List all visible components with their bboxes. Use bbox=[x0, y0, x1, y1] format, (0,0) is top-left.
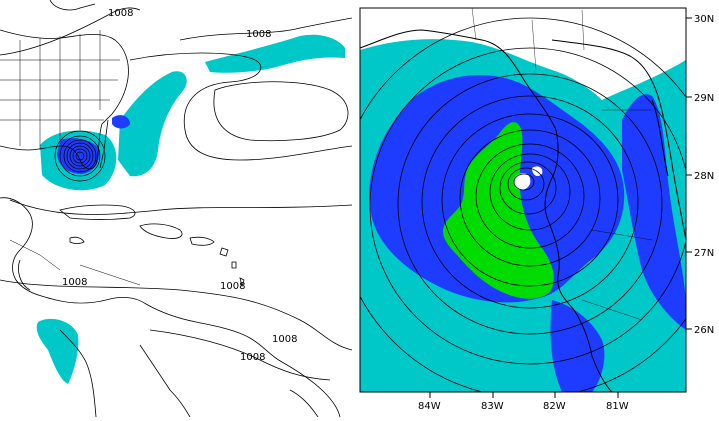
isobar-label: 1008 bbox=[108, 8, 133, 19]
overview-map-panel: 1008 1008 1008 1008 1008 1008 bbox=[0, 0, 353, 418]
lon-label: 84W bbox=[418, 401, 441, 412]
overview-map: 1008 1008 1008 1008 1008 1008 bbox=[0, 0, 353, 418]
zoom-coastline bbox=[360, 29, 686, 392]
overview-coastlines bbox=[0, 0, 341, 418]
lat-label: 26N bbox=[694, 325, 714, 336]
zoom-map-panel: 30N 29N 28N 27N 26N 84W 83W 82W 81W bbox=[352, 0, 719, 417]
isobar-label: 1008 bbox=[246, 29, 271, 40]
zoom-borders bbox=[471, 8, 653, 321]
isobar-label: 1008 bbox=[272, 334, 297, 345]
zoom-map: 30N 29N 28N 27N 26N 84W 83W 82W 81W bbox=[352, 0, 719, 417]
lat-label: 27N bbox=[694, 248, 714, 259]
lon-label: 83W bbox=[481, 401, 504, 412]
lon-axis bbox=[429, 392, 619, 398]
isobar-label: 1008 bbox=[240, 352, 265, 363]
lon-label: 82W bbox=[543, 401, 566, 412]
lat-axis bbox=[686, 17, 692, 330]
lat-label: 30N bbox=[694, 14, 714, 25]
lat-label: 28N bbox=[694, 171, 714, 182]
overview-1008-isobars bbox=[0, 7, 353, 381]
lon-label: 81W bbox=[606, 401, 629, 412]
overview-borders bbox=[0, 30, 141, 286]
overview-isobar-labels: 1008 1008 1008 1008 1008 1008 bbox=[62, 8, 297, 363]
lat-label: 29N bbox=[694, 93, 714, 104]
zoom-map-frame bbox=[359, 7, 687, 393]
isobar-label: 1008 bbox=[220, 281, 245, 292]
zoom-storm-isobars bbox=[360, 17, 686, 392]
zoom-heavy-precip bbox=[442, 122, 554, 299]
overview-precip-shading bbox=[36, 34, 345, 384]
isobar-label: 1008 bbox=[62, 277, 87, 288]
